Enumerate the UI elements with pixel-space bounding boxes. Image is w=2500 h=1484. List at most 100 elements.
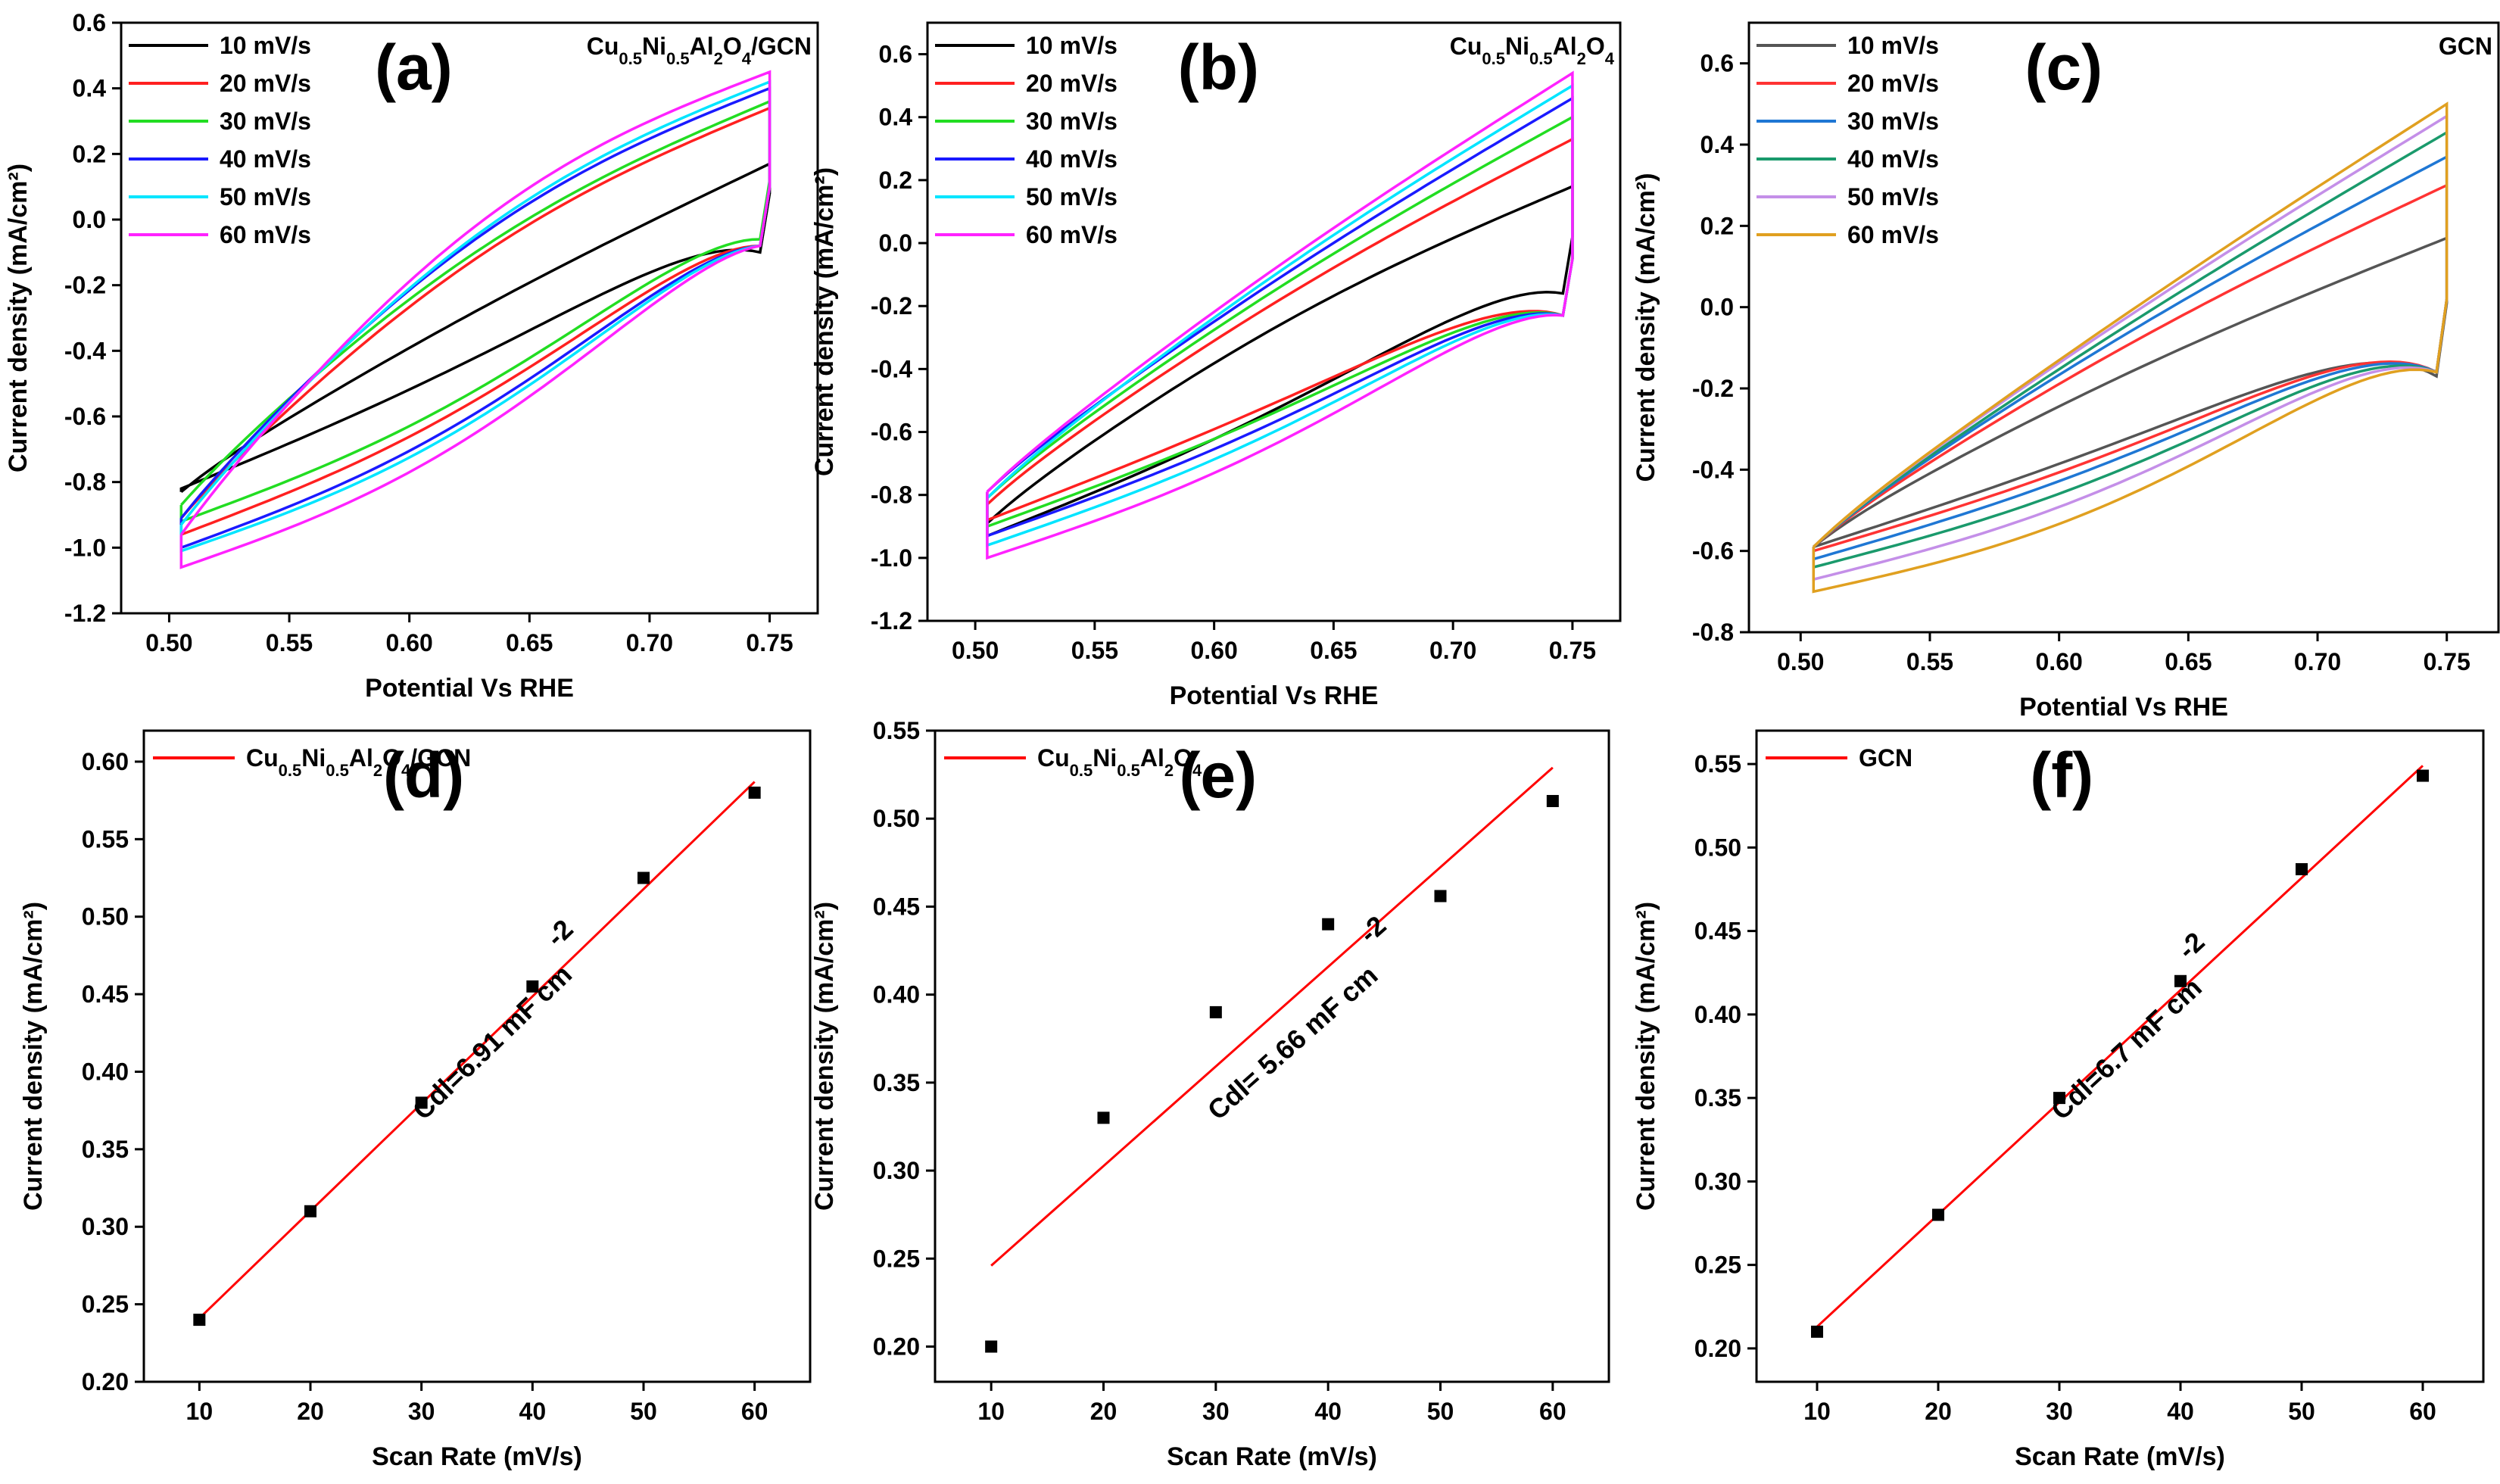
data-point [1932, 1208, 1944, 1221]
panel-letter: (e) [1179, 740, 1257, 811]
y-tick-label: 0.35 [873, 1069, 920, 1096]
x-tick-label: 60 [1539, 1398, 1566, 1425]
legend-label: 20 mV/s [1847, 70, 1939, 97]
x-tick-label: 10 [1803, 1398, 1831, 1425]
legend-label: 40 mV/s [1026, 145, 1118, 173]
data-point [415, 1096, 428, 1109]
fit-line [990, 766, 1554, 1267]
legend-label: GCN [1859, 744, 1912, 772]
y-tick-label: 0.30 [1694, 1168, 1741, 1195]
cv-curve-60-mV-s [179, 70, 772, 569]
data-point [1434, 890, 1447, 903]
cv-curve-10-mV-s [179, 161, 772, 494]
y-tick-label: -0.4 [64, 337, 106, 364]
panel-c: 0.50 0.55 0.60 0.65 0.70 0.75 -0.8 -0.6 -0.4 -0.2… [1632, 21, 2500, 722]
plot-frame [1755, 729, 2485, 1383]
x-tick-label: 0.60 [1190, 637, 1237, 664]
y-tick-label: -0.4 [871, 355, 912, 382]
y-tick-label: -1.0 [871, 544, 912, 572]
x-tick-label: 0.60 [2036, 648, 2083, 675]
y-tick-label: 0.60 [82, 748, 129, 775]
y-tick-label: 0.55 [1694, 750, 1741, 778]
panel-letter: (a) [375, 32, 453, 103]
y-tick-label: -0.6 [871, 419, 912, 446]
y-tick-label: 0.2 [1700, 212, 1734, 239]
y-tick-label: 0.40 [1694, 1001, 1741, 1028]
x-tick-label: 0.50 [1777, 648, 1824, 675]
cv-curve-10-mV-s [986, 184, 1574, 538]
cv-curve-60-mV-s [986, 70, 1574, 560]
data-point [193, 1314, 206, 1327]
data-point [2174, 974, 2187, 987]
y-axis-label: Current density (mA/cm²) [1632, 173, 1660, 482]
data-point [985, 1340, 998, 1353]
legend-label: 20 mV/s [220, 70, 311, 97]
y-tick-label: 0.30 [873, 1157, 920, 1184]
legend-label: 60 mV/s [220, 221, 311, 248]
legend-label: 10 mV/s [1026, 32, 1118, 59]
x-tick-label: 0.55 [266, 629, 313, 656]
y-tick-label: 0.35 [1694, 1084, 1741, 1111]
panel-letter: (b) [1178, 32, 1259, 103]
plot-frame [142, 729, 812, 1383]
data-point [1209, 1005, 1222, 1018]
fit-line [198, 781, 756, 1320]
x-tick-label: 0.75 [746, 629, 793, 656]
y-tick-label: 0.4 [1700, 131, 1735, 158]
sample-label: GCN [2439, 33, 2492, 60]
sample-label: Cu0.5Ni0.5Al2O4 [1450, 33, 1615, 68]
cv-curve-30-mV-s [1812, 154, 2449, 561]
plot-frame [1747, 21, 2500, 634]
y-tick-label: 0.25 [873, 1245, 920, 1272]
x-axis-label: Scan Rate (mV/s) [372, 1442, 582, 1471]
y-tick-label: 0.2 [879, 167, 912, 194]
y-tick-label: -0.6 [1692, 538, 1734, 565]
legend-label: 30 mV/s [1026, 108, 1118, 135]
y-tick-label: -0.2 [1692, 375, 1734, 402]
cv-curve-10-mV-s [1813, 235, 2449, 548]
cdl-annotation: Cdl=6.7 mF cm [2045, 971, 2208, 1125]
fit-line [1816, 765, 2424, 1328]
x-tick-label: 0.75 [2424, 648, 2470, 675]
x-tick-label: 0.75 [1549, 637, 1596, 664]
data-point [1546, 794, 1559, 807]
x-tick-label: 0.55 [1906, 648, 1953, 675]
legend-label: 50 mV/s [220, 183, 311, 210]
y-tick-label: 0.55 [82, 825, 129, 853]
y-tick-label: -1.2 [64, 600, 106, 627]
y-tick-label: 0.20 [873, 1333, 920, 1361]
x-tick-label: 0.70 [1429, 637, 1476, 664]
y-tick-label: -1.2 [871, 607, 912, 634]
x-tick-label: 60 [741, 1398, 768, 1425]
cdl-annotation: Cdl= 5.66 mF cm [1202, 959, 1384, 1126]
legend-label: 20 mV/s [1026, 70, 1118, 97]
plot-frame [120, 21, 819, 615]
legend-label: 10 mV/s [1847, 32, 1939, 59]
x-tick-label: 10 [977, 1398, 1005, 1425]
data-point [304, 1205, 316, 1217]
x-tick-label: 0.50 [145, 629, 192, 656]
legend-label: 10 mV/s [220, 32, 311, 59]
y-tick-label: -0.2 [64, 272, 106, 299]
x-tick-label: 0.65 [2165, 648, 2212, 675]
cdl-annotation: Cdl=6.91 mF cm [407, 959, 578, 1126]
x-tick-label: 30 [2046, 1398, 2073, 1425]
data-point [637, 871, 650, 884]
x-tick-label: 0.65 [506, 629, 553, 656]
x-tick-label: 20 [1925, 1398, 1952, 1425]
x-tick-label: 0.70 [2294, 648, 2341, 675]
y-tick-label: 0.20 [82, 1368, 129, 1395]
plot-frame [934, 729, 1610, 1383]
y-tick-label: 0.4 [879, 104, 913, 131]
y-tick-label: 0.25 [82, 1291, 129, 1318]
panel-d: 10 20 30 40 50 60 0.20 0.25 0.30 0.35 0.40 0.45 0.50… [19, 729, 812, 1471]
x-tick-label: 0.55 [1071, 637, 1118, 664]
y-tick-label: 0.55 [873, 717, 920, 744]
x-tick-label: 40 [2167, 1398, 2194, 1425]
y-tick-label: 0.50 [82, 903, 129, 931]
panel-a: 0.50 0.55 0.60 0.65 0.70 0.75 -1.2 -1.0 -0.8 -0.6… [4, 9, 819, 703]
cdl-annotation-exponent: -2 [2171, 926, 2210, 965]
data-point [2417, 769, 2429, 782]
x-tick-label: 40 [519, 1398, 547, 1425]
y-tick-label: 0.50 [873, 805, 920, 832]
